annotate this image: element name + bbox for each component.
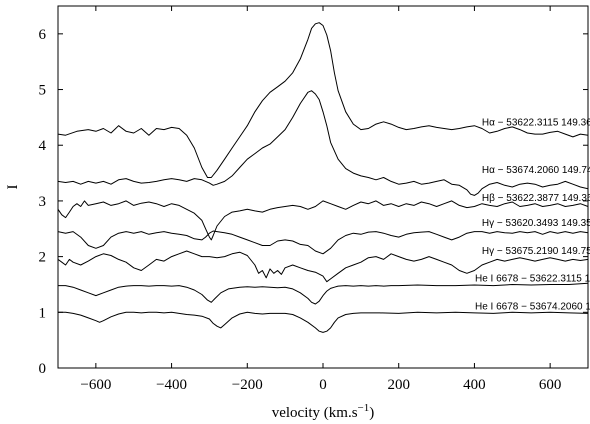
series-label-6: He I 6678 − 53622.3115 149.367 bbox=[475, 274, 590, 285]
x-tick-label: 0 bbox=[319, 377, 327, 393]
series-line-7 bbox=[58, 311, 589, 333]
series-label-3: Hβ − 53622.3877 149.367 bbox=[482, 193, 590, 204]
x-axis-title-main: velocity (km.s bbox=[272, 405, 358, 421]
x-tick-label: −200 bbox=[232, 377, 263, 393]
y-tick-label: 6 bbox=[39, 27, 47, 43]
x-tick-label: 200 bbox=[387, 377, 410, 393]
series-line-2 bbox=[57, 90, 589, 196]
x-axis-title-superscript: −1 bbox=[358, 402, 370, 414]
x-tick-label: −400 bbox=[156, 377, 187, 393]
y-axis-title: I bbox=[5, 185, 21, 190]
axes: −600 −400 −200 0 200 400 600 0 1 2 3 4 5 6 velocity (k… bbox=[5, 5, 589, 421]
series-label-2: Hα − 53674.2060 149.743 bbox=[482, 165, 590, 176]
series-line-4 bbox=[57, 230, 589, 255]
y-tick-label: 0 bbox=[39, 361, 47, 377]
y-tick-label: 3 bbox=[39, 194, 47, 210]
series-line-5 bbox=[57, 250, 589, 283]
series-label-1: Hα − 53622.3115 149.367 bbox=[482, 118, 590, 129]
x-tick-label: 400 bbox=[463, 377, 486, 393]
series-line-6 bbox=[58, 282, 589, 305]
x-tick-label: −600 bbox=[80, 377, 111, 393]
y-tick-label: 5 bbox=[39, 83, 47, 99]
series-curves bbox=[57, 22, 589, 333]
series-line-1 bbox=[57, 22, 589, 178]
series-label-4: Hγ − 53620.3493 149.353 bbox=[482, 218, 590, 229]
x-tick-label: 600 bbox=[539, 377, 562, 393]
y-tick-label: 1 bbox=[39, 305, 47, 321]
x-axis-title-end: ) bbox=[369, 405, 374, 421]
series-labels: Hα − 53622.3115 149.367 Hα − 53674.2060 1… bbox=[475, 118, 590, 313]
series-label-7: He I 6678 − 53674.2060 149.743 bbox=[475, 302, 590, 313]
series-label-5: Hγ − 53675.2190 149.750 bbox=[482, 246, 590, 257]
y-tick-label: 2 bbox=[39, 250, 47, 266]
plot-frame bbox=[57, 5, 589, 369]
series-line-3 bbox=[57, 200, 589, 241]
x-axis-title: velocity (km.s−1) bbox=[272, 402, 375, 421]
y-tick-label: 4 bbox=[39, 138, 47, 154]
